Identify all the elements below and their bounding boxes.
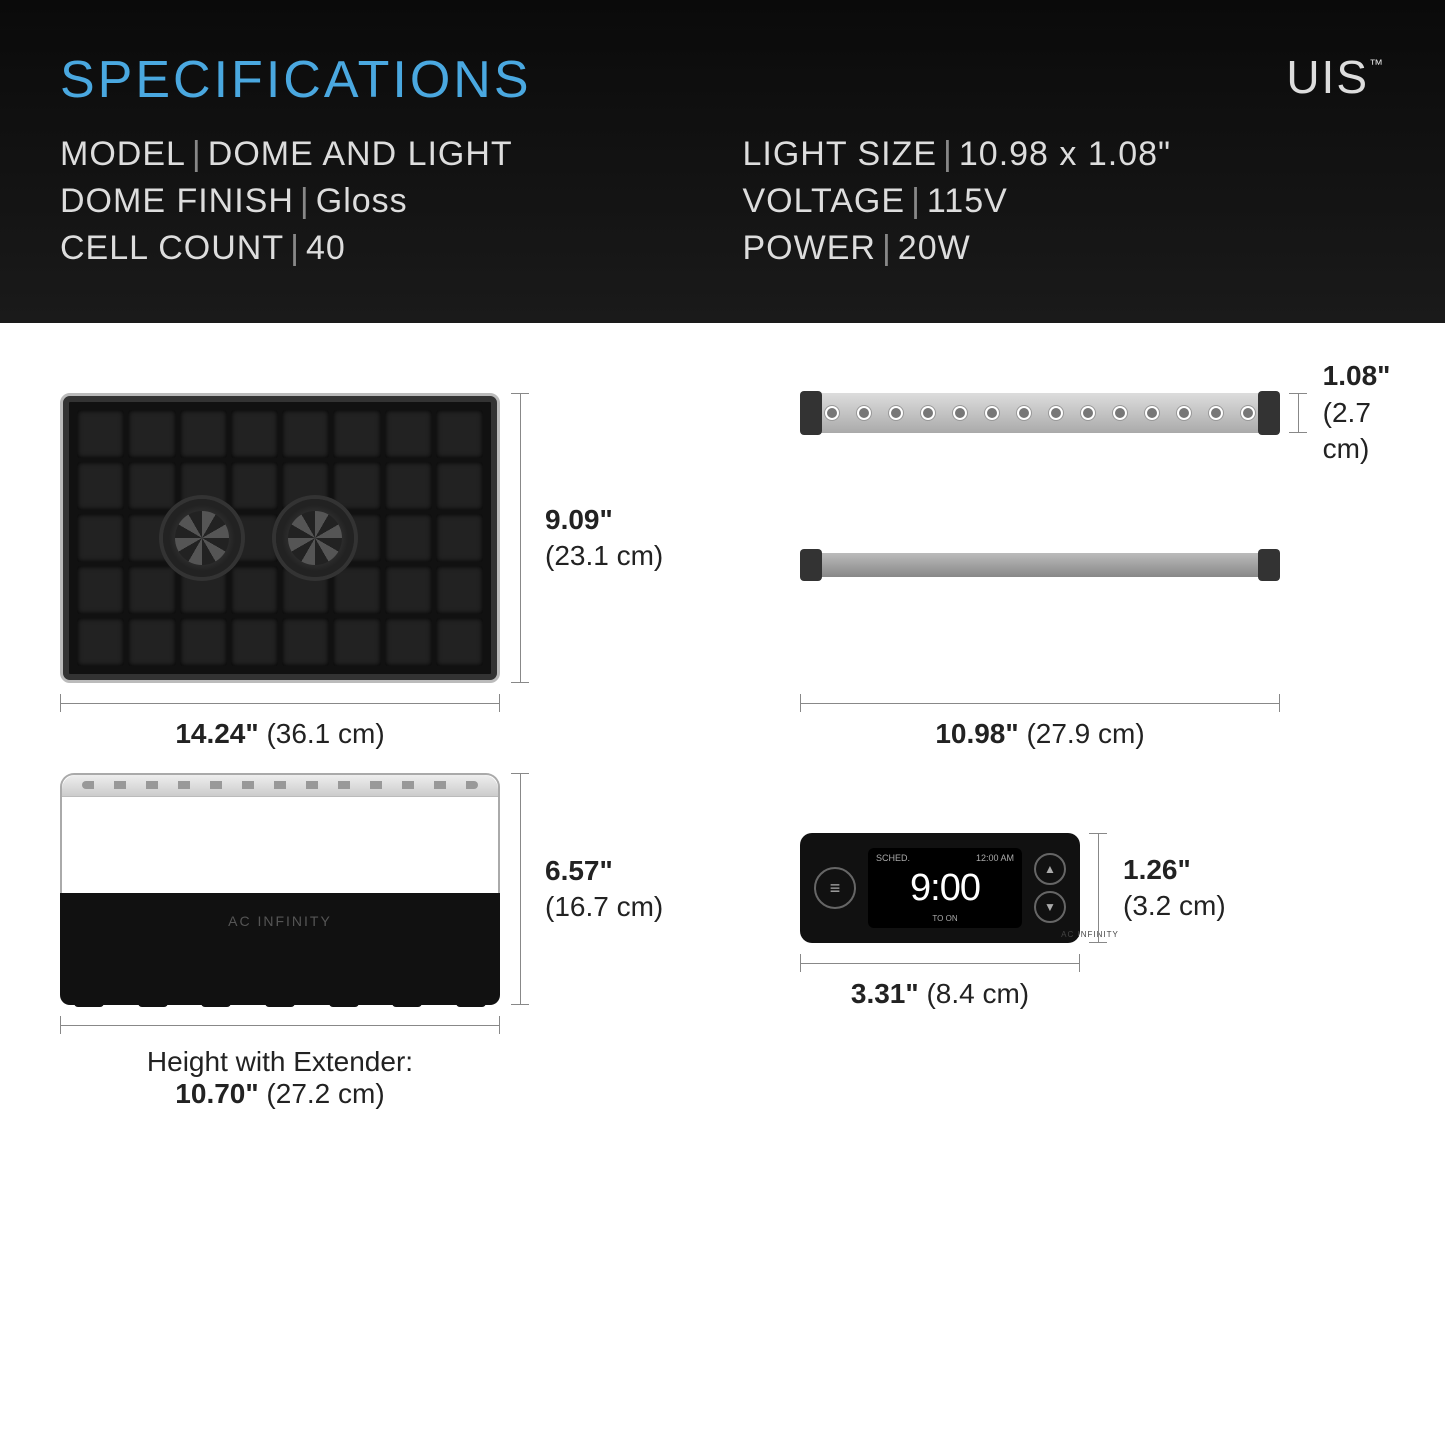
screen-clock: 12:00 AM: [976, 853, 1014, 863]
dome-brand-label: AC INFINITY: [228, 913, 332, 929]
dim-cm: (27.2 cm): [266, 1078, 384, 1109]
dome-height-dim: 6.57"(16.7 cm): [520, 773, 663, 1005]
spec-row: CELL COUNT|40: [60, 229, 703, 268]
dim-cm: (3.2 cm): [1123, 888, 1226, 924]
screen-mode: SCHED.: [876, 853, 910, 863]
spec-label: CELL COUNT: [60, 229, 284, 267]
led-width-dim: 10.98" (27.9 cm): [800, 703, 1280, 750]
tray-height-dim: 9.09"(23.1 cm): [520, 393, 663, 683]
tray-width-dim: 14.24" (36.1 cm): [60, 703, 500, 750]
controller-width-dim: 3.31" (8.4 cm): [800, 963, 1080, 1010]
dim-cm: (2.7 cm): [1323, 395, 1391, 468]
diagrams-area: 9.09"(23.1 cm) 14.24" (36.1 cm) 1.08"(2.…: [0, 323, 1445, 1135]
screen-time: 9:00: [910, 867, 980, 910]
spec-label: VOLTAGE: [743, 182, 906, 220]
tray-top-diagram: 9.09"(23.1 cm) 14.24" (36.1 cm): [60, 393, 800, 683]
specs-grid: MODEL|DOME AND LIGHT LIGHT SIZE|10.98 x …: [60, 135, 1385, 268]
led-bar-front: [800, 393, 1280, 433]
spec-row: DOME FINISH|Gloss: [60, 182, 703, 221]
spec-label: MODEL: [60, 135, 186, 173]
controller: ≡ SCHED. 12:00 AM 9:00 TO ON ▲ ▼ AC INFI…: [800, 833, 1080, 943]
spec-row: LIGHT SIZE|10.98 x 1.08": [743, 135, 1386, 174]
led-diagram: 1.08"(2.7 cm) 10.98" (27.9 cm): [800, 393, 1380, 683]
menu-icon: ≡: [814, 867, 856, 909]
dim-in: 3.31": [851, 978, 919, 1009]
dim-cm: (23.1 cm): [545, 538, 663, 574]
led-height-dim: 1.08"(2.7 cm): [1298, 393, 1391, 433]
spec-row: VOLTAGE|115V: [743, 182, 1386, 221]
brand-text: UIS: [1286, 51, 1369, 103]
dim-cm: (36.1 cm): [266, 718, 384, 749]
dome-side-diagram: AC INFINITY 6.57"(16.7 cm) Height with E…: [60, 773, 800, 1005]
page-title: SPECIFICATIONS: [60, 50, 532, 110]
led-bar-side: [800, 553, 1280, 577]
dim-in: 1.08": [1323, 358, 1391, 394]
dim-cm: (8.4 cm): [926, 978, 1029, 1009]
spec-value: DOME AND LIGHT: [208, 135, 513, 173]
dim-in: 14.24": [175, 718, 258, 749]
dim-in: 1.26": [1123, 852, 1226, 888]
dim-cm: (16.7 cm): [545, 889, 663, 925]
spec-value: 20W: [898, 229, 971, 267]
screen-status: TO ON: [932, 914, 957, 923]
extender-label: Height with Extender:: [147, 1046, 413, 1078]
spec-label: POWER: [743, 229, 876, 267]
controller-diagram: ≡ SCHED. 12:00 AM 9:00 TO ON ▲ ▼ AC INFI…: [800, 773, 1380, 1005]
down-icon: ▼: [1034, 891, 1066, 923]
spec-label: LIGHT SIZE: [743, 135, 938, 173]
controller-screen: SCHED. 12:00 AM 9:00 TO ON: [868, 848, 1022, 928]
brand-mark: UIS™: [1286, 50, 1385, 104]
spec-row: MODEL|DOME AND LIGHT: [60, 135, 703, 174]
spec-value: 115V: [927, 182, 1008, 220]
spec-value: 10.98 x 1.08": [959, 135, 1171, 173]
brand-tm: ™: [1369, 56, 1385, 72]
dim-cm: (27.9 cm): [1026, 718, 1144, 749]
spec-label: DOME FINISH: [60, 182, 294, 220]
up-icon: ▲: [1034, 853, 1066, 885]
spec-value: 40: [306, 229, 346, 267]
dim-in: 10.70": [175, 1078, 258, 1109]
controller-height-dim: 1.26"(3.2 cm): [1098, 833, 1226, 943]
spec-row: POWER|20W: [743, 229, 1386, 268]
spec-header: SPECIFICATIONS UIS™ MODEL|DOME AND LIGHT…: [0, 0, 1445, 323]
dome-width-dim: Height with Extender: 10.70" (27.2 cm): [60, 1025, 500, 1110]
spec-value: Gloss: [316, 182, 408, 220]
dim-in: 6.57": [545, 853, 663, 889]
dim-in: 9.09": [545, 502, 663, 538]
dim-in: 10.98": [935, 718, 1018, 749]
